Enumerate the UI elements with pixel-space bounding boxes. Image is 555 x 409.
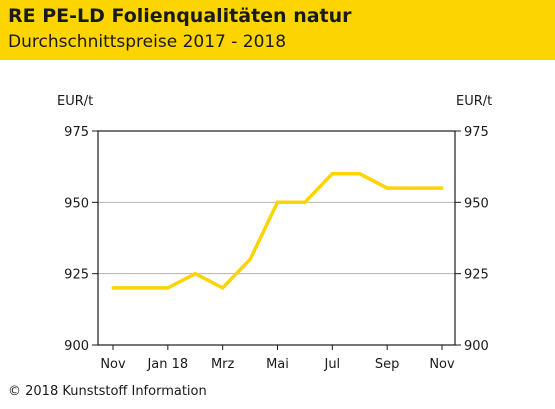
data-point [303, 200, 307, 204]
y-tick-label-right: 975 [464, 125, 489, 140]
data-point [221, 286, 225, 290]
data-point [412, 186, 417, 190]
y-ticks-left: 900 925 950 975 [64, 125, 98, 354]
y-tick-label-right: 950 [464, 196, 489, 211]
data-point [330, 172, 334, 176]
chart-subtitle: Durchschnittspreise 2017 - 2018 [8, 32, 287, 52]
gridlines [98, 201, 455, 275]
data-point [385, 186, 389, 190]
y-tick-label-left: 900 [64, 339, 89, 354]
y-tick-label-right: 925 [464, 268, 489, 283]
y-tick-label-left: 950 [64, 196, 89, 211]
x-tick-label: Mrz [211, 357, 235, 372]
x-tick-label: Mai [266, 357, 289, 372]
y-axis-unit-right: EUR/t [456, 94, 492, 109]
series-points [111, 172, 444, 290]
copyright-footer: © 2018 Kunststoff Information [8, 384, 207, 399]
data-point [248, 257, 252, 261]
x-tick-label: Nov [429, 357, 455, 372]
y-tick-label-right: 900 [464, 339, 489, 354]
y-tick-label-left: 925 [64, 268, 89, 283]
data-point [166, 286, 170, 290]
data-point [111, 286, 115, 290]
y-axis-unit-left: EUR/t [57, 94, 93, 109]
x-tick-label: Jan 18 [146, 357, 188, 372]
data-point [440, 186, 444, 190]
x-tick-label: Nov [100, 357, 126, 372]
data-point [138, 286, 143, 290]
data-point [275, 200, 280, 204]
y-ticks-right: 900 925 950 975 [455, 125, 489, 354]
plot-frame [97, 130, 456, 346]
x-tick-label: Sep [375, 357, 400, 372]
data-point [193, 272, 197, 276]
x-tick-label: Jul [323, 357, 340, 372]
header-band: RE PE-LD Folienqualitäten natur Durchsch… [0, 0, 555, 60]
chart-title: RE PE-LD Folienqualitäten natur [8, 5, 352, 27]
series-line [113, 172, 442, 291]
data-point [358, 172, 362, 176]
y-tick-label-left: 975 [64, 125, 89, 140]
x-ticks: Nov Jan 18 Mrz Mai Jul Sep Nov [100, 345, 455, 372]
